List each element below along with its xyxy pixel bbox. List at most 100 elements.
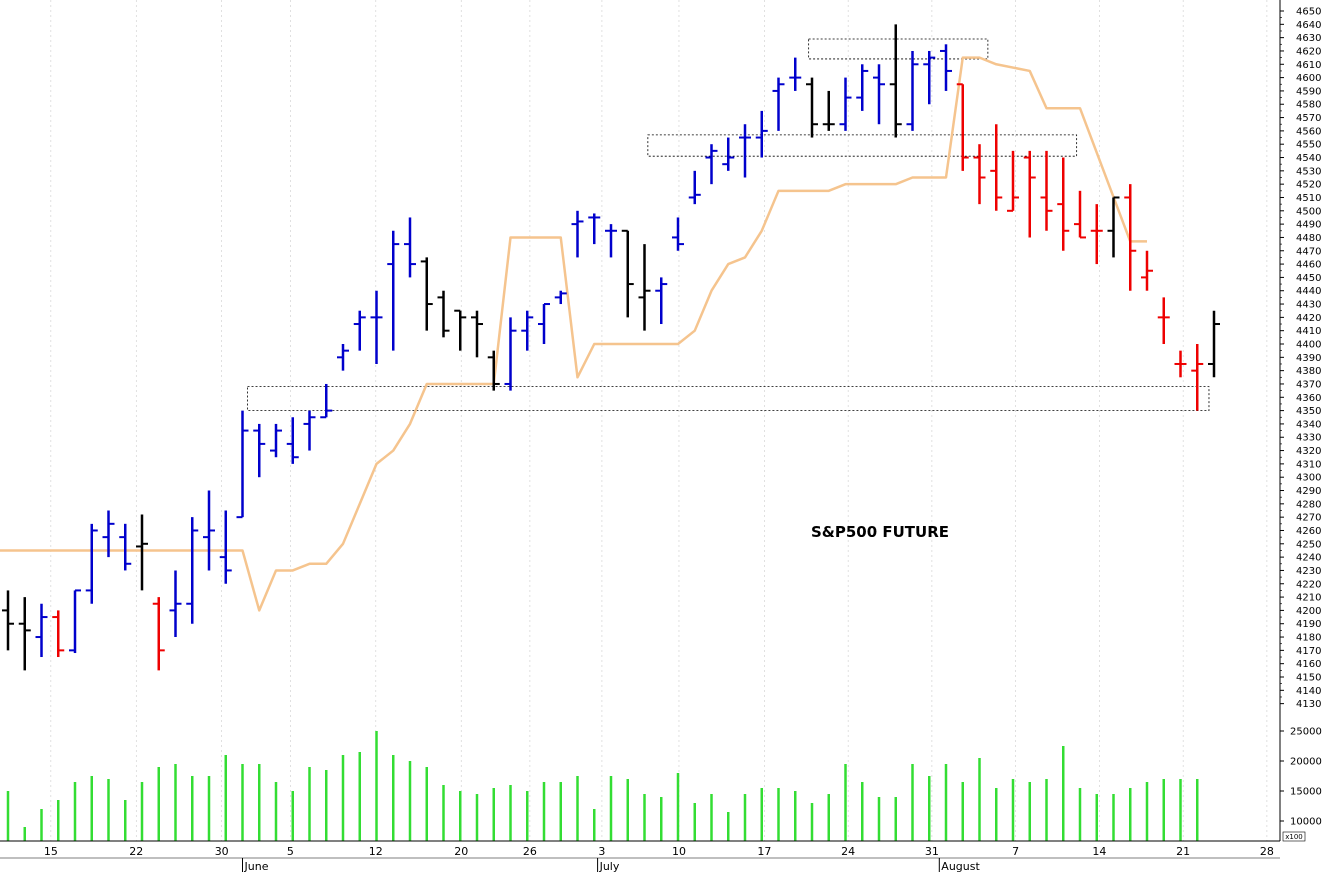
ohlc-bar <box>253 423 266 478</box>
price-tick-label: 4570 <box>1296 113 1321 124</box>
ohlc-bar <box>789 57 802 91</box>
price-tick-label: 4330 <box>1296 433 1321 444</box>
ohlc-bar <box>320 383 333 419</box>
ohlc-bar <box>571 210 584 258</box>
ohlc-bar <box>1191 344 1204 411</box>
ohlc-bar <box>119 523 132 571</box>
ohlc-bar <box>554 290 567 305</box>
x-day-label: 30 <box>215 845 229 858</box>
price-tick-label: 4410 <box>1296 326 1321 337</box>
ohlc-bar <box>420 257 433 331</box>
ohlc-bar <box>906 50 919 131</box>
ohlc-bar <box>236 410 249 519</box>
x-month-label: June <box>244 860 269 872</box>
ohlc-bar <box>219 510 232 584</box>
ohlc-bar <box>1057 157 1070 251</box>
ohlc-bar <box>940 44 952 91</box>
ohlc-bar <box>1023 150 1036 238</box>
price-tick-label: 4550 <box>1296 140 1321 151</box>
ohlc-bar <box>1141 250 1153 291</box>
ohlc-bar <box>303 410 316 451</box>
ohlc-bar <box>69 589 81 654</box>
x-day-label: 28 <box>1260 845 1274 858</box>
price-tick-label: 4130 <box>1296 699 1321 710</box>
price-tick-label: 4650 <box>1296 7 1321 18</box>
ohlc-bar <box>18 597 31 671</box>
ohlc-bar <box>169 570 182 638</box>
ohlc-bar <box>588 213 601 245</box>
grid-lines <box>50 0 1268 841</box>
price-tick-label: 4470 <box>1296 246 1321 257</box>
price-tick-label: 4200 <box>1296 606 1321 617</box>
price-tick-label: 4370 <box>1296 379 1321 390</box>
price-tick-label: 4610 <box>1296 60 1321 71</box>
ohlc-bar <box>873 64 885 125</box>
ohlc-bar <box>638 244 651 331</box>
x-day-label: 21 <box>1176 845 1190 858</box>
price-tick-label: 4600 <box>1296 73 1321 84</box>
ohlc-bar <box>152 597 165 671</box>
ohlc-bar <box>755 110 768 158</box>
ohlc-bar <box>286 417 299 464</box>
x-day-label: 10 <box>672 845 686 858</box>
annotation-box <box>808 38 989 60</box>
ohlc-bar <box>1090 204 1103 265</box>
ohlc-bar <box>889 24 902 138</box>
ohlc-bar <box>839 77 852 131</box>
x-day-label: 31 <box>925 845 939 858</box>
ohlc-bar <box>923 50 936 105</box>
ohlc-bar <box>1040 150 1053 231</box>
ohlc-bar <box>504 317 517 391</box>
x-month-label: August <box>941 860 980 872</box>
ohlc-bar <box>806 77 818 138</box>
price-tick-label: 4500 <box>1296 206 1321 217</box>
volume-tick-label: 25000 <box>1290 727 1322 738</box>
x-day-label: 5 <box>287 845 294 858</box>
x-day-label: 15 <box>44 845 58 858</box>
price-tick-label: 4380 <box>1296 366 1321 377</box>
ohlc-bar <box>437 290 450 338</box>
price-tick-label: 4640 <box>1296 20 1321 31</box>
ohlc-bar <box>102 510 115 558</box>
volume-multiplier-label: x100 <box>1285 833 1303 841</box>
volume-multiplier-box <box>1282 831 1306 842</box>
ohlc-bar <box>688 170 701 205</box>
x-day-label: 17 <box>757 845 771 858</box>
price-tick-label: 4240 <box>1296 553 1321 564</box>
price-tick-label: 4290 <box>1296 486 1321 497</box>
ohlc-bar <box>487 350 500 391</box>
ohlc-bar <box>705 144 718 185</box>
ohlc-bar <box>454 309 467 351</box>
x-day-label: 24 <box>841 845 855 858</box>
price-tick-label: 4260 <box>1296 526 1321 537</box>
x-day-label: 26 <box>523 845 537 858</box>
ohlc-bar <box>605 224 617 258</box>
annotation-box <box>647 134 1078 157</box>
price-tick-label: 4540 <box>1296 153 1321 164</box>
ohlc-bar <box>1157 297 1170 344</box>
ohlc-bar <box>1208 310 1220 378</box>
volume-tick-label: 10000 <box>1290 817 1322 828</box>
price-tick-label: 4590 <box>1296 86 1321 97</box>
price-tick-label: 4280 <box>1296 499 1321 510</box>
ohlc-bar <box>136 514 148 591</box>
x-day-label: 14 <box>1092 845 1106 858</box>
ohlc-bar <box>2 590 14 651</box>
ohlc-bar <box>337 344 349 371</box>
price-tick-label: 4230 <box>1296 566 1321 577</box>
price-tick-label: 4150 <box>1296 673 1321 684</box>
price-tick-label: 4300 <box>1296 473 1321 484</box>
ohlc-bar <box>739 124 751 178</box>
price-tick-label: 4490 <box>1296 220 1321 231</box>
price-tick-label: 4250 <box>1296 539 1321 550</box>
price-tick-label: 4510 <box>1296 193 1321 204</box>
price-tick-label: 4430 <box>1296 300 1321 311</box>
x-day-label: 3 <box>598 845 605 858</box>
x-day-label: 22 <box>129 845 143 858</box>
price-bars <box>2 24 1220 671</box>
price-tick-label: 4580 <box>1296 100 1321 111</box>
price-tick-label: 4180 <box>1296 633 1321 644</box>
ohlc-bar <box>973 144 986 205</box>
ohlc-bar <box>772 77 785 131</box>
